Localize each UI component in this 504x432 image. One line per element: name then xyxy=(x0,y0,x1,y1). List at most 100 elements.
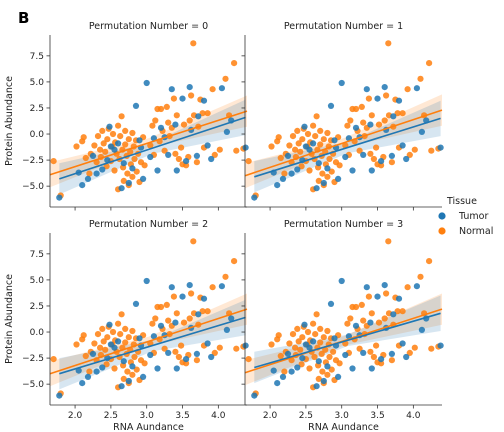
data-point-normal xyxy=(347,315,354,322)
data-point-normal xyxy=(109,130,117,138)
data-point-normal xyxy=(157,303,165,311)
data-point-normal xyxy=(157,105,165,113)
data-point-normal xyxy=(178,342,185,349)
data-point-normal xyxy=(222,273,229,280)
data-point-tumor xyxy=(324,165,331,172)
data-point-normal xyxy=(129,173,136,180)
data-point-tumor xyxy=(93,170,100,177)
data-point-tumor xyxy=(93,368,100,375)
data-point-normal xyxy=(170,293,177,300)
x-tick-label: 3.0 xyxy=(335,411,350,421)
data-point-normal xyxy=(317,325,324,332)
data-point-normal xyxy=(199,308,206,315)
data-point-normal xyxy=(281,368,288,375)
data-point-tumor xyxy=(56,194,63,201)
data-point-normal xyxy=(299,334,306,341)
data-point-normal xyxy=(193,159,200,166)
data-point-tumor xyxy=(168,86,175,93)
data-point-normal xyxy=(298,163,305,170)
normal-regression-line xyxy=(49,308,248,375)
data-point-normal xyxy=(131,155,138,163)
data-point-normal xyxy=(245,356,252,363)
data-point-normal xyxy=(294,127,301,134)
data-point-normal xyxy=(311,353,318,361)
data-point-tumor xyxy=(173,365,180,372)
data-point-tumor xyxy=(84,175,92,182)
data-point-tumor xyxy=(195,113,202,120)
data-point-normal xyxy=(289,331,297,338)
panel-title: Permutation Number = 2 xyxy=(89,219,208,230)
data-point-normal xyxy=(295,140,302,147)
legend-marker-tumor xyxy=(438,212,446,220)
x-tick-label: 4.0 xyxy=(406,411,421,421)
data-point-tumor xyxy=(363,86,370,93)
data-point-tumor xyxy=(186,84,193,91)
data-point-normal xyxy=(292,344,299,351)
data-point-normal xyxy=(322,346,329,353)
data-point-normal xyxy=(233,147,240,154)
data-point-tumor xyxy=(115,140,122,147)
data-point-normal xyxy=(411,344,418,351)
data-point-tumor xyxy=(403,155,410,163)
data-point-normal xyxy=(86,368,93,375)
y-tick-label: −5.0 xyxy=(22,380,44,390)
data-point-normal xyxy=(319,170,326,177)
data-point-normal xyxy=(149,122,156,129)
data-point-tumor xyxy=(331,137,338,144)
data-point-normal xyxy=(275,134,282,141)
data-point-normal xyxy=(406,349,413,356)
data-point-tumor xyxy=(125,377,132,385)
data-point-tumor xyxy=(294,364,301,371)
data-point-normal xyxy=(115,122,122,129)
data-point-normal xyxy=(100,338,107,345)
data-point-tumor xyxy=(374,95,381,102)
data-point-normal xyxy=(383,290,390,297)
data-point-normal xyxy=(375,319,383,326)
tumor-regression-line xyxy=(59,116,246,180)
data-point-tumor xyxy=(186,282,193,289)
data-point-normal xyxy=(347,117,354,124)
data-point-tumor xyxy=(118,383,125,390)
data-point-normal xyxy=(104,334,111,341)
data-point-tumor xyxy=(193,152,200,159)
data-point-normal xyxy=(99,325,106,332)
data-point-tumor xyxy=(140,175,147,182)
data-point-normal xyxy=(417,75,424,82)
data-point-normal xyxy=(122,339,129,346)
data-point-normal xyxy=(173,112,180,119)
panel-0: Permutation Number = 0 −5.0 −2.5 0.0 2.5 5.0 7… xyxy=(4,21,249,211)
data-point-tumor xyxy=(242,342,249,349)
data-point-normal xyxy=(277,352,284,360)
panel-title: Permutation Number = 1 xyxy=(284,21,403,32)
data-point-normal xyxy=(104,136,111,143)
data-point-normal xyxy=(115,320,122,327)
y-tick-label: −2.5 xyxy=(22,354,44,364)
data-point-normal xyxy=(161,345,168,352)
data-point-tumor xyxy=(84,373,92,380)
data-point-tumor xyxy=(367,121,374,128)
data-point-normal xyxy=(100,140,107,147)
data-point-tumor xyxy=(274,182,281,189)
data-point-normal xyxy=(344,320,351,327)
data-point-normal xyxy=(82,352,89,360)
panels-group: Permutation Number = 0 −5.0 −2.5 0.0 2.5 5.0 7… xyxy=(4,21,444,432)
data-point-tumor xyxy=(310,338,317,345)
data-point-normal xyxy=(404,284,411,291)
data-point-tumor xyxy=(106,321,113,328)
data-point-normal xyxy=(313,113,320,120)
data-point-normal xyxy=(365,95,372,102)
data-point-tumor xyxy=(79,182,86,189)
data-point-normal xyxy=(245,158,252,165)
data-point-normal xyxy=(370,155,377,163)
data-point-normal xyxy=(125,136,132,143)
data-point-tumor xyxy=(335,373,342,380)
tumor-regression-line xyxy=(254,312,441,369)
data-point-tumor xyxy=(120,358,127,365)
data-point-normal xyxy=(417,273,424,280)
data-point-normal xyxy=(281,170,288,177)
data-point-tumor xyxy=(338,79,345,87)
data-point-normal xyxy=(211,349,218,356)
data-point-normal xyxy=(306,365,313,372)
data-point-tumor xyxy=(413,85,420,92)
data-point-normal xyxy=(127,148,134,155)
